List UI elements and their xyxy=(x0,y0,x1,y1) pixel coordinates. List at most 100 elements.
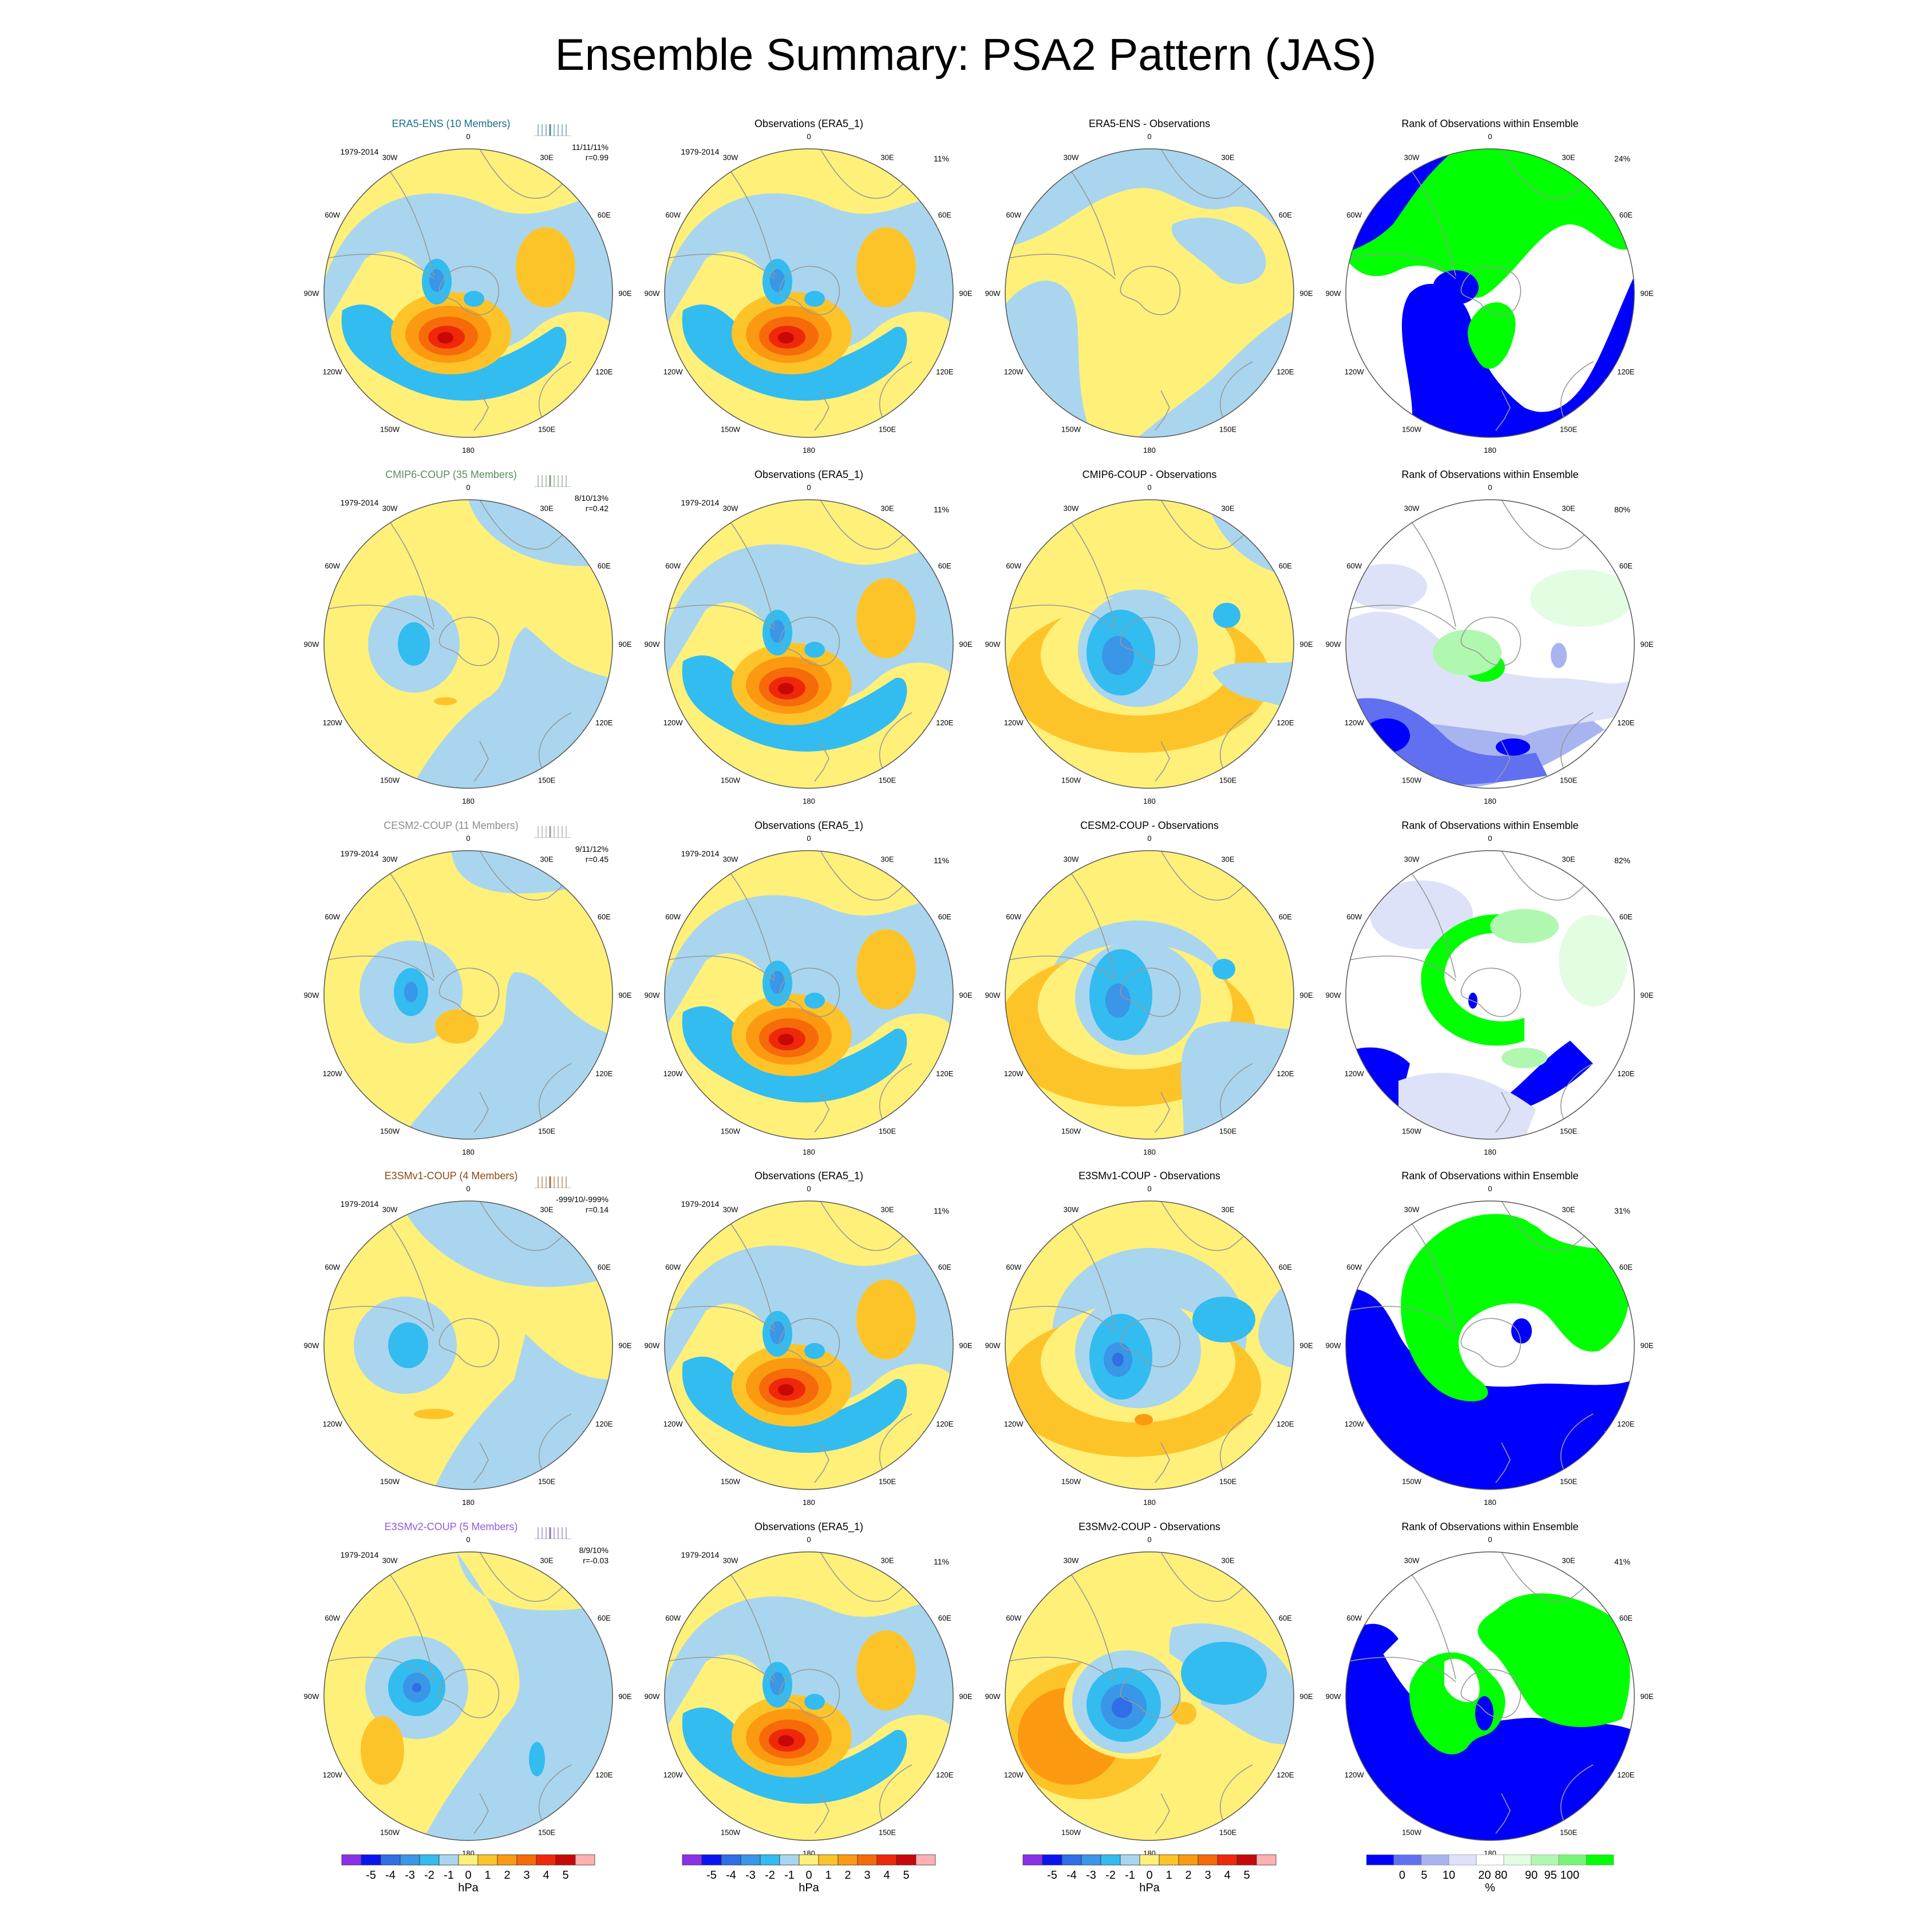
longitude-label: 120E xyxy=(936,368,954,376)
period-label: 1979-2014 xyxy=(681,147,720,156)
colorbar-swatch xyxy=(361,1854,381,1866)
new-zealand-coast xyxy=(473,1442,489,1483)
colorbar-tick-label: 4 xyxy=(543,1869,549,1882)
contour-region xyxy=(770,1672,785,1695)
longitude-label: 60W xyxy=(1346,211,1362,219)
longitude-label: 90E xyxy=(618,289,631,298)
ensemble-stats: 11/11/11% xyxy=(572,143,609,152)
contour-region xyxy=(804,1343,825,1359)
colorbar-tick-label: 0 xyxy=(465,1869,471,1882)
longitude-label: 0 xyxy=(466,483,470,492)
contour-region xyxy=(778,1384,794,1396)
pattern-percent: 80% xyxy=(1614,505,1630,514)
south-america-coast-2 xyxy=(382,863,434,978)
colorbar-tick-label: -2 xyxy=(765,1869,775,1882)
panel-title: CESM2-COUP - Observations xyxy=(1080,820,1219,831)
longitude-label: 0 xyxy=(466,1184,470,1193)
longitude-label: 90E xyxy=(1640,640,1653,649)
colorbar-tick-label: -1 xyxy=(444,1869,454,1882)
member-ticks xyxy=(534,1176,571,1188)
new-zealand-coast xyxy=(1495,1442,1511,1483)
longitude-label: 150E xyxy=(1219,1828,1237,1836)
longitude-label: 30W xyxy=(723,153,738,162)
longitude-label: 120E xyxy=(936,1069,954,1078)
longitude-label: 120W xyxy=(1004,1771,1024,1779)
longitude-label: 0 xyxy=(1488,483,1492,492)
longitude-label: 150E xyxy=(538,1127,556,1135)
contour-region xyxy=(398,622,430,666)
map-fill xyxy=(1005,1201,1294,1490)
longitude-label: 120E xyxy=(936,1771,954,1779)
contour-region xyxy=(804,993,825,1009)
longitude-label: 60W xyxy=(665,562,681,570)
map-panel-obs: Observations (ERA5_1) 0 30E 60E 90E 120E 150E 1… xyxy=(645,1521,973,1858)
colorbar-swatch xyxy=(818,1854,839,1866)
map-fill xyxy=(324,1201,613,1490)
south-america-coast-2 xyxy=(1404,1213,1456,1329)
longitude-label: 150W xyxy=(721,1127,741,1135)
map-panel-ensemble: E3SMv1-COUP (4 Members) 0 30E 60E 90E 120E 150… xyxy=(304,1170,632,1507)
colorbar-tick-label: -3 xyxy=(1086,1869,1096,1882)
longitude-label: 120E xyxy=(595,368,613,376)
new-zealand-coast xyxy=(1155,1092,1170,1133)
period-label: 1979-2014 xyxy=(681,1550,720,1559)
antarctica-outline xyxy=(1120,1318,1181,1368)
contour-region xyxy=(324,251,613,437)
longitude-label: 120W xyxy=(663,368,683,376)
colorbar-swatch xyxy=(1476,1854,1504,1866)
colorbar-2: -5 -4 -3 -2 -1 0 1 2 3 4 5 hPa xyxy=(682,1854,936,1894)
longitude-label: 120W xyxy=(1004,368,1024,376)
coastline xyxy=(665,500,942,782)
longitude-label: 30E xyxy=(1562,1206,1575,1214)
contour-region xyxy=(437,332,453,343)
south-america-coast-2 xyxy=(1404,161,1456,276)
contour-region xyxy=(1551,643,1567,668)
panel-title: Rank of Observations within Ensemble xyxy=(1401,118,1578,129)
longitude-label: 60W xyxy=(1006,912,1021,921)
longitude-label: 90W xyxy=(645,640,660,649)
longitude-label: 90E xyxy=(1640,1341,1653,1350)
contour-region xyxy=(404,982,418,1002)
colorbar-swatch xyxy=(341,1854,362,1866)
colorbar-swatch xyxy=(1366,1854,1394,1866)
contour-region xyxy=(804,1694,825,1710)
longitude-label: 180 xyxy=(1484,797,1496,805)
map-fill xyxy=(324,500,613,788)
longitude-label: 30E xyxy=(880,153,894,162)
longitude-label: 90W xyxy=(985,1692,1001,1701)
contour-region xyxy=(1181,1642,1267,1705)
ensemble-stats: 9/11/12% xyxy=(575,844,609,854)
colorbar-swatch xyxy=(555,1854,576,1866)
antarctica-outline xyxy=(1120,1669,1181,1718)
longitude-label: 90W xyxy=(645,1692,660,1701)
colorbar-swatch xyxy=(380,1854,401,1866)
colorbar-tick-label: 5 xyxy=(1421,1869,1427,1882)
period-label: 1979-2014 xyxy=(341,498,379,507)
map-fill xyxy=(665,149,953,437)
longitude-label: 120W xyxy=(663,1771,683,1779)
map-panel-diff: E3SMv2-COUP - Observations 0 30E 60E 90E 120E… xyxy=(985,1521,1313,1858)
south-america-coast-2 xyxy=(1404,863,1456,978)
period-label: 1979-2014 xyxy=(341,1550,379,1559)
map-fill xyxy=(1005,500,1294,788)
longitude-label: 30W xyxy=(1404,504,1420,513)
longitude-label: 30E xyxy=(1562,504,1575,513)
map-fill xyxy=(1346,149,1634,437)
ensemble-correlation: r=0.42 xyxy=(586,504,609,513)
contour-region xyxy=(665,251,953,437)
colorbar-swatch xyxy=(1139,1854,1160,1866)
pattern-percent: 11% xyxy=(934,856,949,865)
map-panel-rank: Rank of Observations within Ensemble 0 30E… xyxy=(1326,1170,1654,1507)
panel-title: CMIP6-COUP - Observations xyxy=(1082,469,1217,480)
colorbar-tick-label: -4 xyxy=(385,1869,396,1882)
longitude-label: 30W xyxy=(1064,504,1079,513)
contour-region xyxy=(1530,570,1633,627)
longitude-label: 60E xyxy=(1619,912,1633,921)
colorbar-tick-label: 1 xyxy=(1165,1869,1172,1882)
map-panel-obs: Observations (ERA5_1) 0 30E 60E 90E 120E 150E 1… xyxy=(645,820,973,1156)
longitude-label: 90W xyxy=(304,991,319,999)
contour-region xyxy=(1135,1414,1153,1425)
longitude-label: 30W xyxy=(1404,855,1420,864)
antarctica-outline xyxy=(438,1669,500,1718)
longitude-label: 0 xyxy=(466,834,470,843)
